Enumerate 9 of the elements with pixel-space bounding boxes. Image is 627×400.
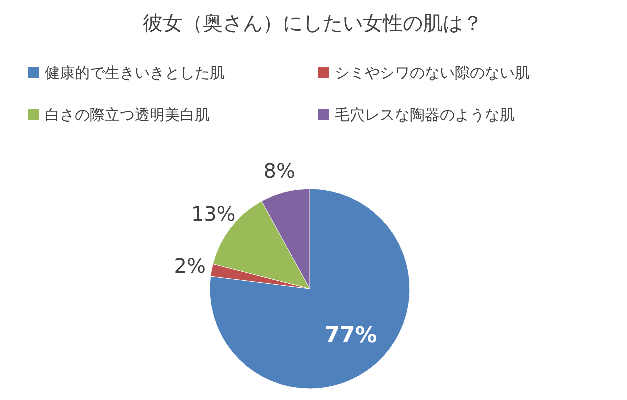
legend-label: 毛穴レスな陶器のような肌 xyxy=(335,106,515,124)
legend-label: シミやシワのない隙のない肌 xyxy=(335,64,530,82)
data-label: 13% xyxy=(191,202,236,226)
data-label: 77% xyxy=(324,324,378,349)
data-label: 8% xyxy=(264,158,296,183)
legend-label: 白さの際立つ透明美白肌 xyxy=(45,106,210,124)
legend-label: 健康的で生きいきとした肌 xyxy=(45,64,225,82)
data-label: 2% xyxy=(174,254,206,278)
chart-title: 彼女（奥さん）にしたい女性の肌は？ xyxy=(143,11,483,35)
